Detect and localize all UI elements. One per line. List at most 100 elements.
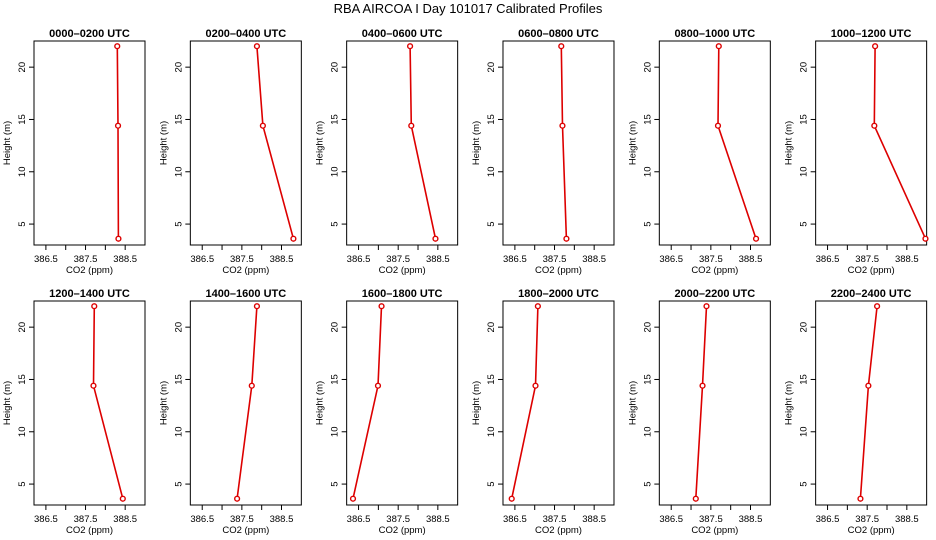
x-tick-label: 388.5 (113, 514, 137, 525)
y-tick-label: 15 (642, 374, 653, 385)
y-axis-label: Height (m) (315, 121, 326, 165)
series-line (352, 306, 383, 499)
plot-frame (658, 40, 771, 246)
y-tick-label: 5 (330, 221, 341, 226)
panel-title: 1000–1200 UTC (831, 28, 912, 40)
chart-panel: 0200–0400 UTC 386.5 387.5 388.5 5 10 15 20 CO2 (… (158, 28, 302, 276)
data-point (699, 382, 706, 389)
panel-title: 1200–1400 UTC (49, 288, 130, 300)
data-point (534, 303, 541, 310)
y-axis-label: Height (m) (627, 121, 638, 165)
y-tick-label: 20 (486, 62, 497, 73)
y-axis-label: Height (m) (471, 381, 482, 425)
y-tick-label: 20 (330, 62, 341, 73)
series-line (116, 46, 120, 239)
x-tick-label: 388.5 (113, 254, 137, 265)
plot-frame (658, 300, 771, 506)
x-tick-label: 388.5 (739, 514, 763, 525)
data-point (558, 43, 565, 50)
x-axis-label: CO2 (ppm) (535, 525, 582, 536)
y-axis-label: Height (m) (158, 121, 169, 165)
x-tick-label: 387.5 (74, 254, 98, 265)
y-tick-label: 20 (173, 62, 184, 73)
y-tick-label: 20 (330, 322, 341, 333)
series-line (92, 306, 124, 499)
y-tick-label: 10 (799, 426, 810, 437)
x-tick-label: 386.5 (190, 514, 214, 525)
panel-title: 1600–1800 UTC (362, 288, 443, 300)
data-point (248, 382, 255, 389)
panel-title: 1400–1600 UTC (205, 288, 286, 300)
x-tick-label: 387.5 (230, 514, 254, 525)
x-tick-label: 388.5 (582, 254, 606, 265)
y-tick-label: 10 (642, 426, 653, 437)
x-axis-label: CO2 (ppm) (66, 525, 113, 536)
x-tick-label: 388.5 (426, 254, 450, 265)
x-axis-label: CO2 (ppm) (691, 265, 738, 276)
plot-frame (346, 40, 459, 246)
plot-frame (502, 300, 615, 506)
data-point (234, 495, 241, 502)
x-axis-label: CO2 (ppm) (848, 525, 895, 536)
chart-panel: 0800–1000 UTC 386.5 387.5 388.5 5 10 15 20 CO2 (… (627, 28, 771, 276)
data-point (253, 43, 261, 50)
x-tick-label: 387.5 (699, 254, 723, 265)
x-tick-label: 387.5 (543, 514, 567, 525)
x-tick-label: 388.5 (270, 514, 294, 525)
data-point (259, 122, 266, 129)
data-point (508, 495, 515, 502)
y-tick-label: 10 (17, 426, 28, 437)
y-tick-label: 10 (486, 426, 497, 437)
y-tick-label: 15 (799, 374, 810, 385)
panel-title: 0600–0800 UTC (518, 28, 599, 40)
chart-panel: 2000–2200 UTC 386.5 387.5 388.5 5 10 15 20 CO2 (… (627, 288, 771, 536)
x-tick-label: 386.5 (503, 254, 527, 265)
x-tick-label: 386.5 (503, 514, 527, 525)
page-title: RBA AIRCOA I Day 101017 Calibrated Profi… (333, 1, 603, 16)
y-tick-label: 15 (330, 114, 341, 125)
x-tick-label: 386.5 (659, 514, 683, 525)
y-tick-label: 15 (486, 374, 497, 385)
x-tick-label: 386.5 (659, 254, 683, 265)
data-point (857, 495, 864, 502)
x-axis-label: CO2 (ppm) (66, 265, 113, 276)
y-tick-label: 15 (330, 374, 341, 385)
y-tick-label: 15 (17, 374, 28, 385)
data-point (119, 495, 126, 502)
x-tick-label: 388.5 (739, 254, 763, 265)
y-tick-label: 5 (17, 221, 28, 226)
y-tick-label: 15 (173, 114, 184, 125)
x-tick-label: 386.5 (34, 254, 58, 265)
x-axis-label: CO2 (ppm) (848, 265, 895, 276)
x-tick-label: 386.5 (816, 514, 840, 525)
x-tick-label: 388.5 (270, 254, 294, 265)
x-tick-label: 387.5 (855, 514, 879, 525)
x-axis-label: CO2 (ppm) (691, 525, 738, 536)
y-tick-label: 10 (173, 426, 184, 437)
y-tick-label: 10 (642, 166, 653, 177)
x-tick-label: 386.5 (347, 254, 371, 265)
y-tick-label: 20 (799, 322, 810, 333)
y-axis-label: Height (m) (471, 121, 482, 165)
series-line (256, 46, 295, 239)
plot-frame (33, 40, 146, 246)
data-point (253, 303, 261, 310)
y-axis-label: Height (m) (2, 381, 13, 425)
chart-panel: 1400–1600 UTC 386.5 387.5 388.5 5 10 15 20 CO2 (… (158, 288, 302, 536)
y-tick-label: 15 (799, 114, 810, 125)
y-tick-label: 20 (173, 322, 184, 333)
y-tick-label: 10 (486, 166, 497, 177)
x-tick-label: 387.5 (699, 514, 723, 525)
data-point (692, 495, 699, 502)
y-axis-label: Height (m) (2, 121, 13, 165)
chart-panel: 2200–2400 UTC 386.5 387.5 388.5 5 10 15 20 CO2 (… (784, 288, 928, 536)
chart-panel: 1200–1400 UTC 386.5 387.5 388.5 5 10 15 20 CO2 (… (2, 288, 146, 536)
series-line (717, 46, 757, 239)
y-tick-label: 5 (799, 481, 810, 486)
y-tick-label: 10 (330, 426, 341, 437)
y-tick-label: 20 (642, 322, 653, 333)
series-line (236, 306, 258, 499)
series-line (409, 46, 437, 239)
y-tick-label: 5 (17, 481, 28, 486)
